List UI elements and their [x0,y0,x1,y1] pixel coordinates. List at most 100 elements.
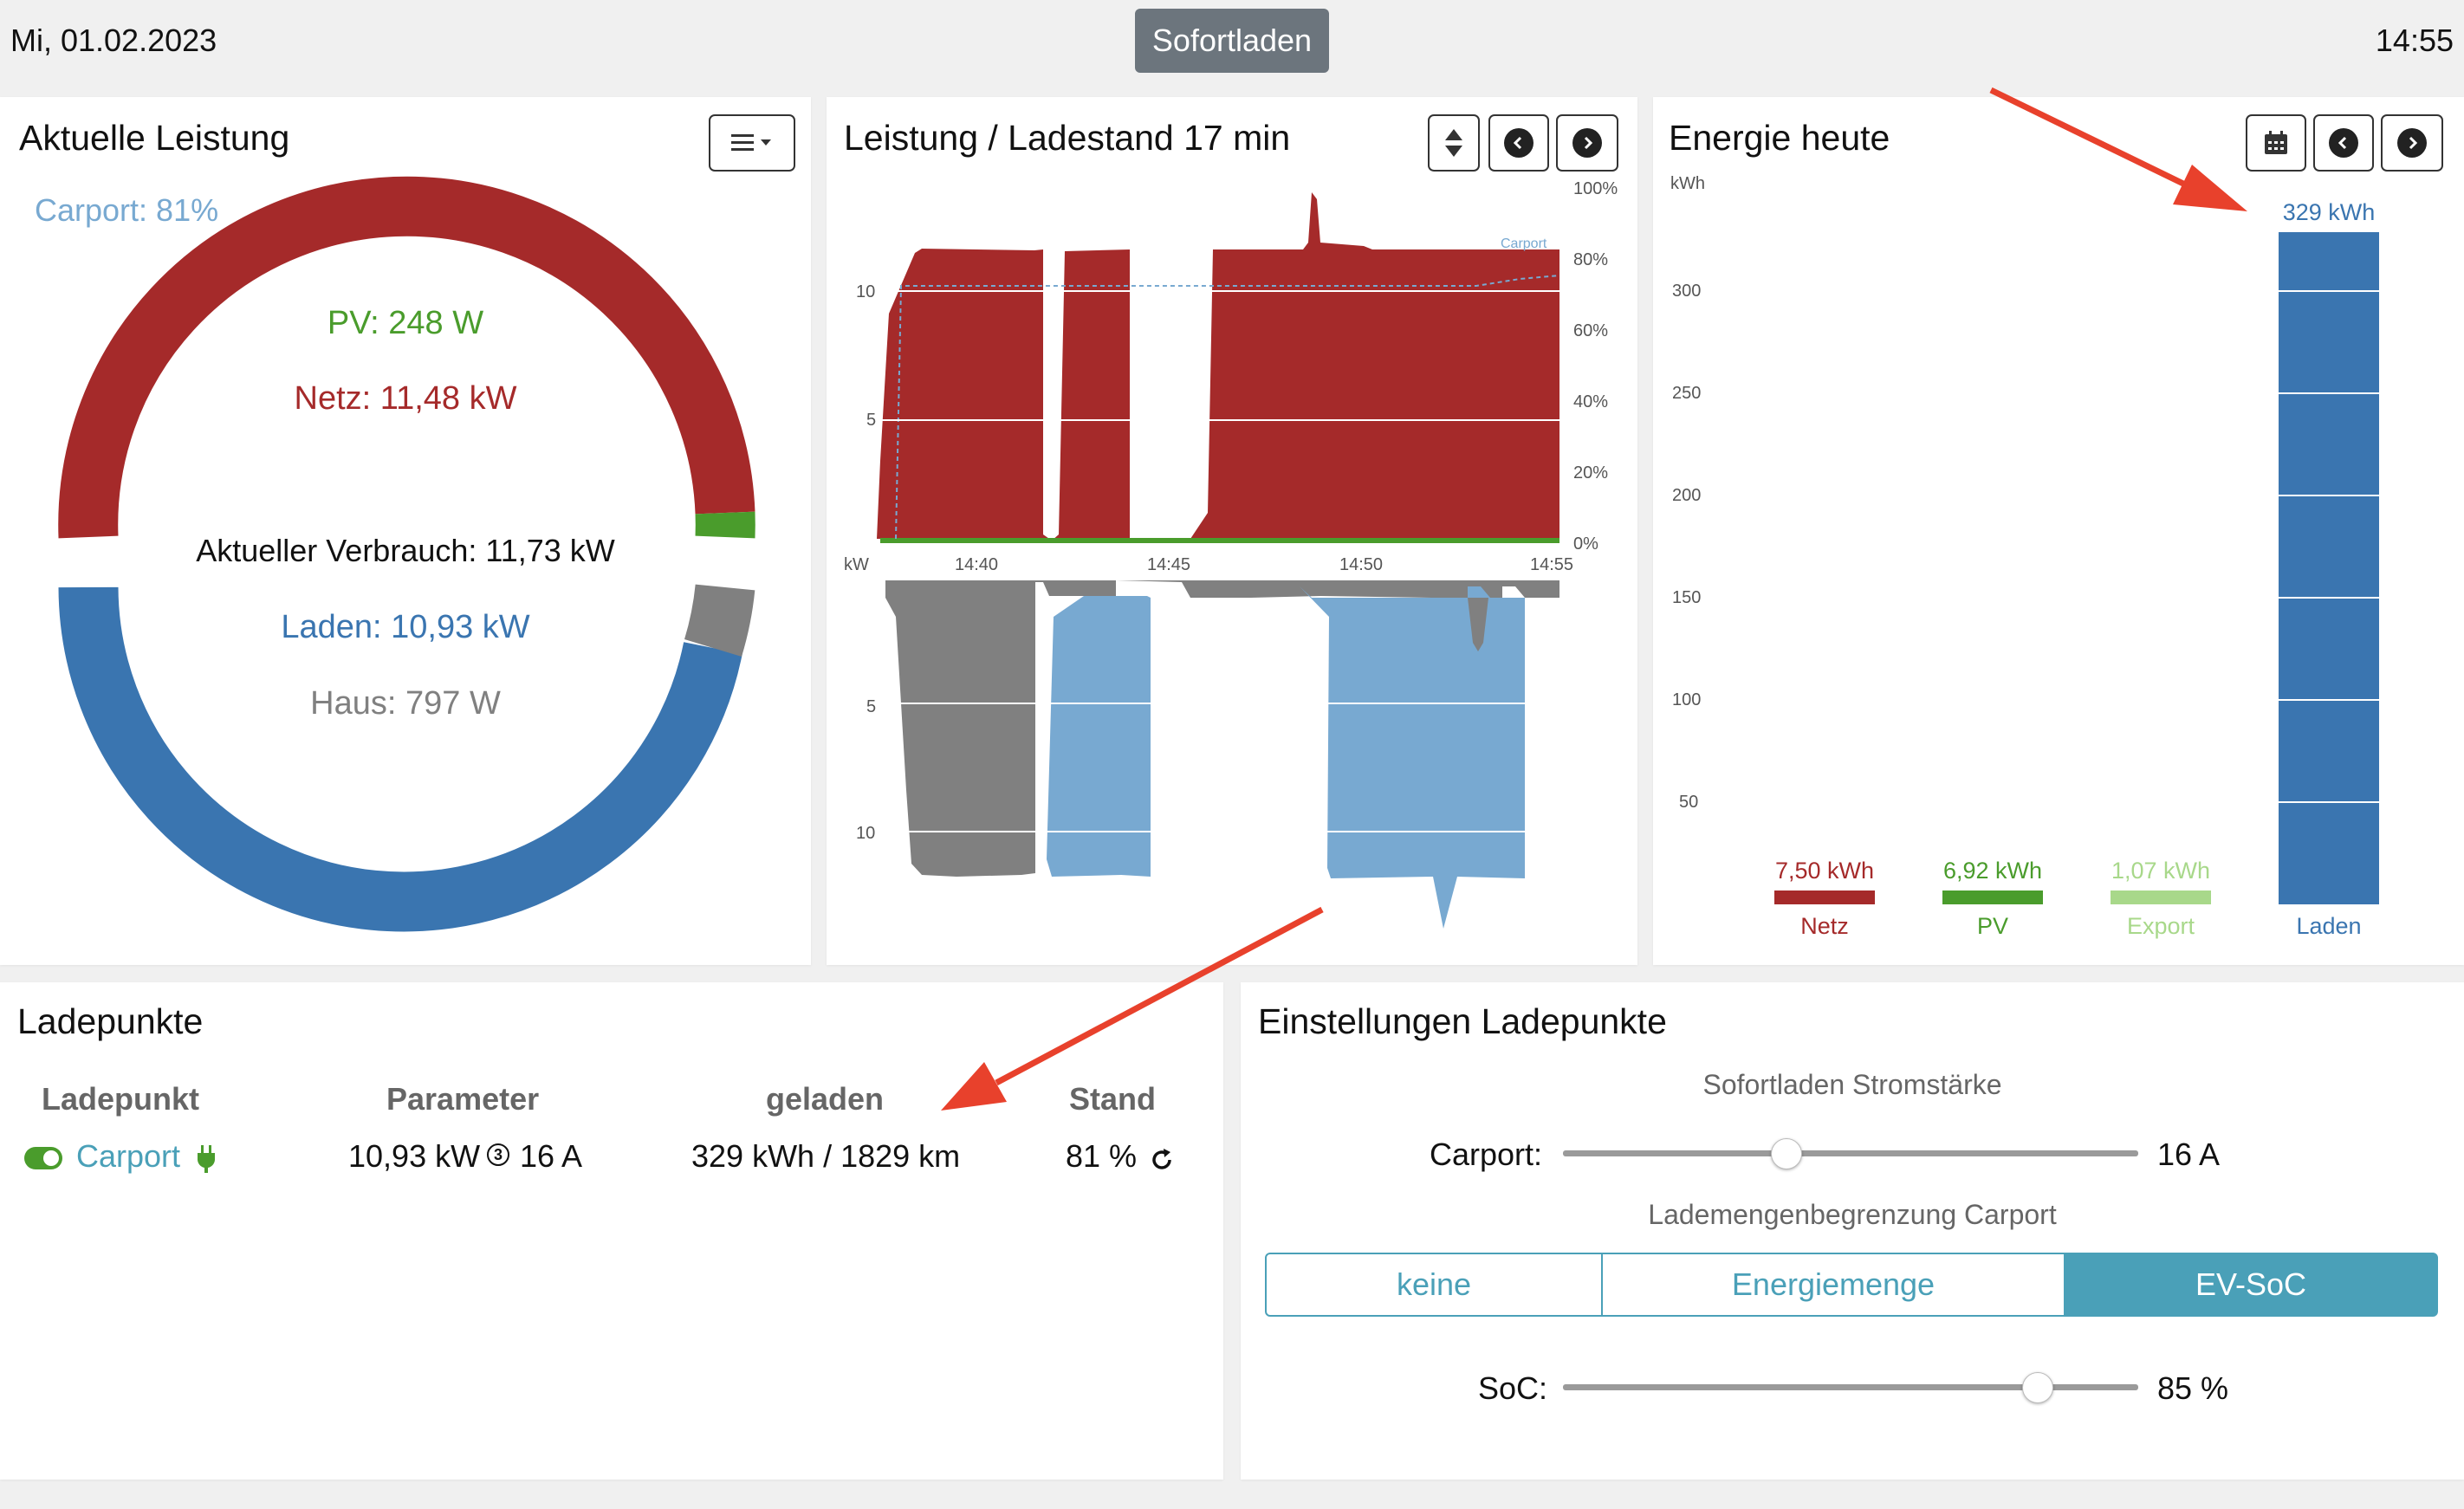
soc-tick: 80% [1573,250,1608,269]
history-card: Leistung / Ladestand 17 min 100% 80% 60%… [827,97,1637,965]
soc-limit-value: 85 % [2157,1370,2229,1406]
energy-bar-netz [1774,891,1875,904]
chevron-left-icon [1504,128,1534,158]
limit-option-ev-soc[interactable]: EV-SoC [2064,1253,2438,1317]
menu-icon [731,134,771,151]
ring-netz-segment [58,176,755,539]
energy-value-label: 1,07 kWh [2111,858,2210,884]
haus-area [885,580,1559,877]
column-header-ladepunkt: Ladepunkt [42,1081,200,1117]
header-date: Mi, 01.02.2023 [10,23,217,58]
haus-power-label: Haus: 797 W [310,685,501,722]
history-card-title: Leistung / Ladestand 17 min [844,118,1291,158]
chevron-right-icon [1572,128,1602,158]
phases-count: 3 [493,1145,503,1163]
x-tick: 14:55 [1530,555,1573,574]
limit-option-energiemenge[interactable]: Energiemenge [1601,1253,2065,1317]
kw-tick: 10 [856,824,875,843]
sofortladen-button[interactable]: Sofortladen [1135,9,1329,73]
energy-category-label: Laden [2296,913,2361,939]
energy-y-tick: 300 [1672,282,1701,301]
pv-area [880,538,1559,543]
ladepunkte-title: Ladepunkte [17,1001,204,1041]
table-row: Carport 10,93 kW 3 16 A 329 kWh / 1829 k… [0,1135,1223,1190]
limit-heading: Lademengenbegrenzung Carport [1648,1199,2057,1230]
energy-unit-label: kWh [1670,174,1705,193]
energy-prev-button[interactable] [2313,114,2374,172]
header-time: 14:55 [2375,23,2454,58]
chevron-left-icon [2329,128,2358,158]
soc-tick: 0% [1573,534,1598,554]
chargepoint-name[interactable]: Carport [76,1138,181,1174]
chargepoint-soc: 81 % [1066,1138,1138,1174]
soc-limit-knob[interactable] [2022,1372,2053,1403]
kw-unit-label: kW [844,555,869,574]
sort-icon [1445,129,1462,157]
ladepunkte-card: Ladepunkte Ladepunkt Parameter geladen S… [0,982,1223,1480]
chargepoint-current: 16 A [520,1138,583,1174]
current-heading: Sofortladen Stromstärke [1702,1069,2002,1100]
carport-current-knob[interactable] [1771,1138,1802,1169]
energy-value-label: 6,92 kWh [1943,858,2042,884]
energy-next-button[interactable] [2381,114,2443,172]
limit-option-keine[interactable]: keine [1265,1253,1603,1317]
ring-laden-segment [58,586,742,932]
netz-area [877,192,1559,541]
energy-y-tick: 50 [1679,793,1698,812]
kw-tick: 10 [856,282,875,301]
power-card-title: Aktuelle Leistung [19,118,290,158]
soc-tick: 20% [1573,463,1608,482]
energy-card-title: Energie heute [1669,118,1890,158]
energy-y-tick: 150 [1672,588,1701,607]
column-header-stand: Stand [1069,1081,1157,1117]
x-tick: 14:50 [1339,555,1383,574]
column-header-geladen: geladen [766,1081,885,1117]
history-chart: 100% 80% 60% 40% 20% 0% 10 5 kW 14:40 14… [844,179,1618,929]
kw-tick: 5 [866,697,876,716]
energy-bar-pv [1942,891,2043,904]
carport-current-value: 16 A [2157,1137,2221,1172]
laden-area-2 [1300,586,1525,929]
soc-tick: 40% [1573,392,1608,411]
ring-haus-segment [684,583,755,657]
soc-series-label: Carport [1501,236,1547,251]
phases-badge-icon: 3 [487,1143,509,1166]
plug-icon [198,1145,215,1173]
energy-bar-laden [2279,232,2379,904]
energy-bar-export [2111,891,2211,904]
history-prev-button[interactable] [1488,114,1549,172]
verbrauch-label: Aktueller Verbrauch: 11,73 kW [196,533,615,568]
energy-category-label: Netz [1800,913,1849,939]
refresh-icon[interactable] [1149,1147,1175,1173]
soc-tick: 100% [1573,179,1618,198]
chevron-right-icon [2397,128,2427,158]
energy-y-tick: 100 [1672,690,1701,709]
soc-line [895,275,1560,540]
chargepoint-toggle[interactable] [24,1147,62,1169]
x-tick: 14:40 [955,555,998,574]
soc-tick: 60% [1573,321,1608,340]
x-tick: 14:45 [1147,555,1190,574]
carport-current-label: Carport: [1430,1137,1543,1172]
carport-current-slider[interactable] [1563,1138,2138,1169]
energy-calendar-button[interactable] [2246,114,2306,172]
netz-power-label: Netz: 11,48 kW [294,380,517,417]
settings-title: Einstellungen Ladepunkte [1258,1001,1667,1041]
pv-power-label: PV: 248 W [327,305,484,341]
laden-power-label: Laden: 10,93 kW [281,609,530,645]
laden-area-1 [1047,596,1151,877]
chargepoint-power: 10,93 kW [348,1138,481,1174]
history-toggle-button[interactable] [1428,114,1480,172]
chargepoint-energy: 329 kWh / 1829 km [691,1138,961,1174]
power-ring [58,176,755,932]
history-next-button[interactable] [1556,114,1618,172]
energy-chart: kWh 300 250 200 150 100 50 7,50 kWh Netz 6… [1670,174,2379,939]
power-menu-button[interactable] [709,114,795,172]
soc-limit-slider[interactable] [1563,1372,2138,1403]
energy-value-label: 329 kWh [2283,199,2376,225]
column-header-parameter: Parameter [386,1081,540,1117]
laden-dip [1468,598,1488,651]
energy-card: Energie heute kWh 300 250 200 150 100 50… [1653,97,2464,965]
carport-soc-label: Carport: 81% [35,192,219,228]
energy-y-tick: 250 [1672,384,1701,403]
